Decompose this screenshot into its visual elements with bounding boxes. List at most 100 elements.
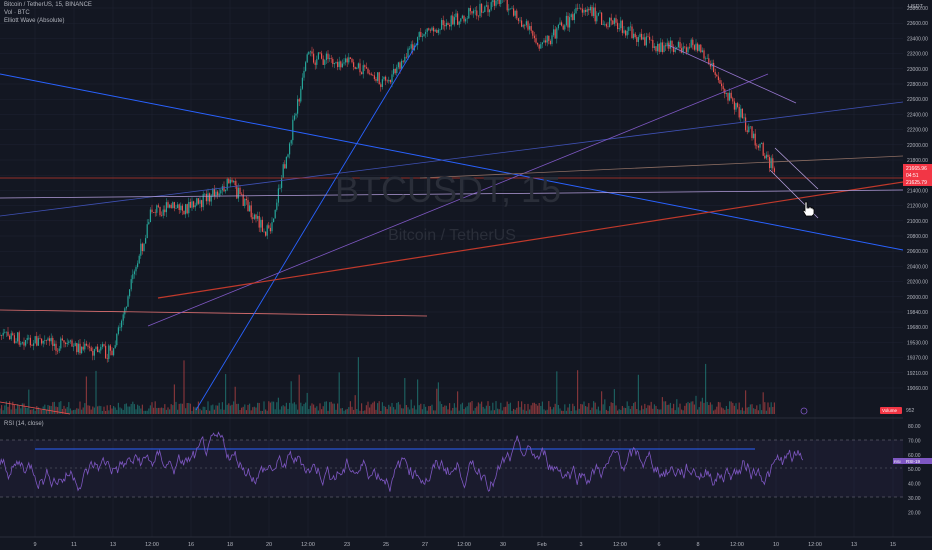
candle-body	[557, 24, 559, 29]
candle-body	[420, 32, 422, 37]
candle-body	[700, 44, 702, 53]
candle-body	[69, 340, 71, 342]
candle-body	[225, 189, 227, 192]
candle-body	[113, 348, 115, 356]
candle-body	[164, 209, 166, 213]
volume-bar	[426, 410, 428, 414]
trendline[interactable]	[157, 181, 904, 299]
time-axis-labels[interactable]: 9 11 13 12:00 16 18 20 12:00 23 25 27 12:00 30 Feb 3 12…	[33, 542, 896, 548]
volume-bar	[391, 402, 393, 414]
volume-bar	[562, 410, 564, 414]
candle-body	[20, 343, 22, 345]
trendline[interactable]	[0, 401, 71, 415]
volume-bar	[669, 402, 671, 414]
trendline[interactable]	[195, 41, 419, 411]
candle-body	[543, 40, 545, 43]
volume-bar	[433, 410, 435, 414]
eye-toggle-icon[interactable]	[800, 407, 808, 415]
candle-body	[772, 158, 774, 169]
candle-body	[34, 336, 36, 344]
candle-body	[301, 77, 303, 89]
volume-bar	[159, 407, 161, 414]
candle-body	[266, 225, 268, 236]
trendline[interactable]	[419, 155, 904, 179]
volume-bar	[281, 406, 283, 414]
volume-bar	[381, 402, 383, 414]
volume-bar	[276, 402, 278, 414]
volume-bar	[466, 406, 468, 414]
candle-body	[169, 204, 171, 208]
time-tick-label: 23	[344, 542, 350, 548]
candle-body	[769, 156, 771, 169]
candle-body	[401, 60, 403, 69]
volume-bar	[497, 408, 499, 414]
candle-body	[233, 180, 235, 182]
volume-bar	[45, 410, 47, 414]
volume-bar	[197, 401, 199, 414]
candle-body	[121, 320, 123, 328]
volume-bar	[49, 405, 51, 414]
volume-bar	[348, 407, 350, 414]
volume-bar	[373, 401, 375, 414]
volume-bar	[1, 405, 3, 414]
candle-body	[482, 11, 484, 13]
candle-body	[628, 27, 630, 31]
volume-bar	[732, 402, 734, 414]
candle-body	[153, 212, 155, 213]
volume-bar	[405, 405, 407, 414]
volume-bar	[109, 405, 111, 414]
candle-body	[81, 346, 83, 354]
trendline[interactable]	[667, 44, 797, 104]
volume-bar	[103, 406, 105, 414]
volume-bar	[290, 381, 292, 414]
candle-body	[434, 30, 436, 32]
volume-bar	[92, 406, 94, 414]
volume-bar	[517, 401, 519, 414]
volume-bar	[180, 403, 182, 414]
indicator-legend[interactable]: Elliott Wave (Absolute)	[4, 18, 65, 24]
volume-bar	[554, 403, 556, 414]
candle-body	[215, 191, 217, 197]
candle-body	[564, 25, 566, 30]
candle-body	[45, 339, 47, 341]
time-tick-label: 12:00	[457, 542, 471, 548]
trendline[interactable]	[774, 147, 819, 190]
volume-bar	[770, 402, 772, 414]
candle-body	[167, 202, 169, 208]
volume-bar	[389, 406, 391, 414]
volume-bar	[740, 410, 742, 414]
trendline[interactable]	[0, 189, 904, 199]
volume-bar	[735, 403, 737, 414]
price-tick-label: 22800.00	[907, 82, 928, 88]
volume-bar	[418, 405, 420, 414]
volume-bar	[185, 408, 187, 414]
trendline[interactable]	[0, 309, 428, 317]
price-tick-label: 20200.00	[907, 280, 928, 286]
volume-legend[interactable]: Vol · BTC	[4, 10, 30, 16]
volume-bar	[122, 409, 124, 414]
volume-bar	[157, 407, 159, 414]
rsi-legend[interactable]: RSI (14, close)	[4, 421, 44, 427]
price-tick-label: 20600.00	[907, 249, 928, 255]
volume-bar	[133, 404, 135, 414]
volume-bar	[655, 405, 657, 414]
volume-bar	[703, 402, 705, 414]
candle-body	[423, 34, 425, 37]
volume-bar	[181, 403, 183, 414]
volume-bar	[516, 407, 518, 414]
candle-body	[212, 188, 214, 196]
trendline[interactable]	[0, 73, 904, 251]
volume-bar	[546, 409, 548, 414]
volume-bar	[217, 405, 219, 414]
candle-body	[186, 204, 188, 214]
symbol-title[interactable]: Bitcoin / TetherUS, 15, BINANCE	[4, 2, 92, 8]
volume-bar	[41, 409, 43, 414]
candle-body	[239, 187, 241, 194]
volume-bar	[642, 409, 644, 414]
candle-body	[175, 208, 177, 209]
candle-body	[532, 30, 534, 36]
volume-bar	[532, 402, 534, 414]
candle-body	[65, 342, 67, 344]
volume-bar	[205, 410, 207, 414]
